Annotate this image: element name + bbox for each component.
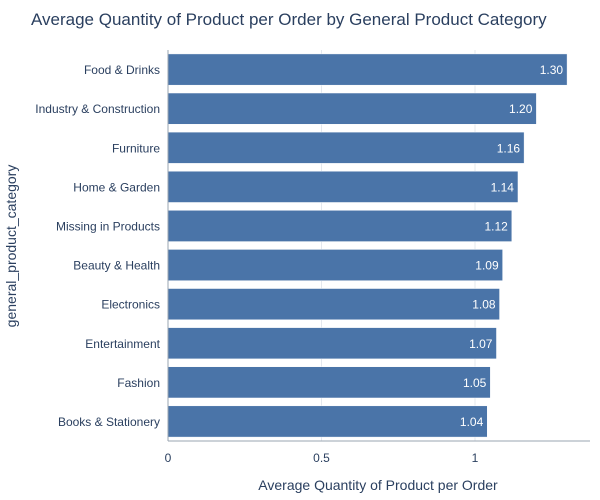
bar[interactable] <box>167 53 568 86</box>
bar-value-label: 1.07 <box>469 337 493 351</box>
bar-value-label: 1.20 <box>509 102 533 116</box>
x-tick-label: 1 <box>472 451 479 465</box>
bar[interactable] <box>167 249 503 281</box>
y-tick-label: Home & Garden <box>73 180 160 194</box>
y-tick-label: Entertainment <box>85 337 160 351</box>
y-tick-labels: Food & Drinks Industry & Construction Furn… <box>35 63 160 429</box>
bar-value-label: 1.14 <box>491 180 515 194</box>
bar[interactable] <box>167 170 519 203</box>
y-tick-label: Food & Drinks <box>84 63 160 77</box>
y-tick-label: Books & Stationery <box>58 415 160 429</box>
bar-value-label: 1.30 <box>540 63 564 77</box>
bar-value-label: 1.05 <box>463 376 487 390</box>
y-tick-label: Industry & Construction <box>35 102 160 116</box>
y-tick-label: Furniture <box>112 141 160 155</box>
x-axis-title: Average Quantity of Product per Order <box>258 477 498 493</box>
bar[interactable] <box>167 210 513 242</box>
y-tick-label: Electronics <box>101 298 160 312</box>
y-tick-label: Fashion <box>117 376 160 390</box>
bar[interactable] <box>167 288 500 321</box>
y-tick-label: Missing in Products <box>56 219 160 233</box>
bar[interactable] <box>167 92 537 125</box>
bars-layer: 1.30 1.20 1.16 1.14 1.12 1.09 1.08 1.07 1.05 1.04 <box>167 50 590 442</box>
x-tick-label: 0 <box>165 451 172 465</box>
chart-title: Average Quantity of Product per Order by… <box>31 10 547 29</box>
bar-value-label: 1.04 <box>460 415 484 429</box>
bar[interactable] <box>167 327 497 360</box>
bar-value-label: 1.12 <box>484 219 508 233</box>
bar[interactable] <box>167 405 488 438</box>
bar[interactable] <box>167 131 525 164</box>
y-tick-label: Beauty & Health <box>73 259 160 273</box>
x-tick-label: 0.5 <box>313 451 330 465</box>
y-axis-title: general_product_category <box>3 165 19 328</box>
bar-value-label: 1.08 <box>472 298 496 312</box>
bar-value-label: 1.16 <box>497 141 521 155</box>
bar[interactable] <box>167 366 491 399</box>
x-tick-labels: 0 0.5 1 <box>165 451 479 465</box>
bar-value-label: 1.09 <box>475 259 499 273</box>
